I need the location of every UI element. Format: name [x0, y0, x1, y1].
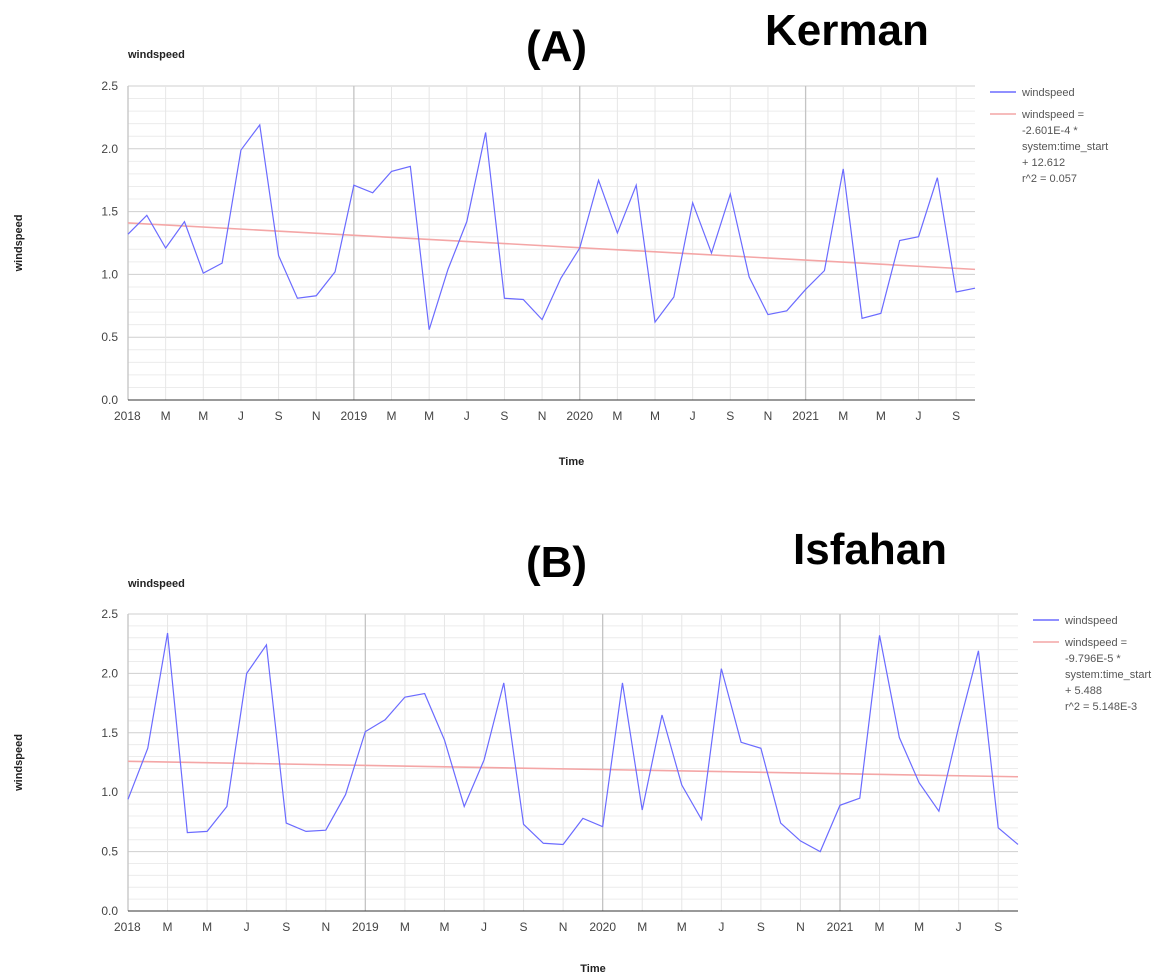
charta-x-tick-label: S — [275, 409, 283, 423]
charta-x-tick-label: N — [312, 409, 321, 423]
charta-title: windspeed — [127, 49, 185, 61]
charta-x-tick-label: S — [500, 409, 508, 423]
panel-b-city-title: Isfahan — [793, 525, 948, 574]
charta-y-tick-label: 0.5 — [101, 330, 118, 344]
charta-x-tick-label: M — [612, 409, 622, 423]
charta-x-axis-label: Time — [559, 456, 584, 468]
chartb-x-tick-label: N — [559, 920, 568, 934]
charta-x-tick-label: 2018 — [114, 409, 141, 423]
chartb-x-tick-label: N — [796, 920, 805, 934]
chartb-x-tick-label: J — [956, 920, 962, 934]
charta-trend-line — [127, 222, 976, 271]
chartb-y-tick-label: 1.0 — [101, 785, 118, 799]
charta-x-tick-label: M — [161, 409, 171, 423]
charta-legend-trend-label: r^2 = 0.057 — [1022, 173, 1077, 185]
charta-x-tick-label: J — [916, 409, 922, 423]
charta-legend-trend-label: windspeed = — [1021, 109, 1084, 121]
chartb-legend-series-label: windspeed — [1064, 615, 1118, 627]
chartb-x-tick-label: M — [677, 920, 687, 934]
chartb-x-tick-label: 2019 — [352, 920, 379, 934]
charta-legend-trend-label: system:time_start — [1022, 141, 1108, 153]
chartb-x-axis-label: Time — [580, 963, 605, 975]
panel-a-city-title: Kerman — [765, 6, 929, 55]
chartb-x-tick-label: S — [757, 920, 765, 934]
chartb-trend-line — [127, 760, 1019, 778]
charta-x-tick-label: J — [238, 409, 244, 423]
chartb-x-tick-label: M — [400, 920, 410, 934]
chartb-x-tick-label: 2021 — [827, 920, 854, 934]
chartb-legend-trend-label: r^2 = 5.148E-3 — [1065, 701, 1137, 713]
charta-legend-trend-label: -2.601E-4 * — [1022, 125, 1078, 137]
chartb-x-tick-label: S — [520, 920, 528, 934]
chartb-x-tick-label: N — [321, 920, 330, 934]
charta-x-tick-label: 2021 — [792, 409, 819, 423]
chartb-x-tick-label: M — [202, 920, 212, 934]
charta-x-tick-label: M — [424, 409, 434, 423]
charta-y-tick-label: 2.0 — [101, 142, 118, 156]
chartb-y-tick-label: 0.5 — [101, 845, 118, 859]
chartb-legend-trend-label: + 5.488 — [1065, 685, 1102, 697]
chartb-y-tick-label: 2.5 — [101, 607, 118, 621]
charta-x-tick-label: S — [726, 409, 734, 423]
chartb-x-tick-label: M — [875, 920, 885, 934]
chartb-x-tick-label: M — [914, 920, 924, 934]
panel-b-letter: (B) — [526, 538, 588, 587]
chartb-x-tick-label: 2018 — [114, 920, 141, 934]
chartb-legend-trend-label: windspeed = — [1064, 637, 1127, 649]
charta-x-tick-label: S — [952, 409, 960, 423]
panel-a-letter: (A) — [526, 22, 588, 71]
chartb-series-line — [127, 632, 1019, 853]
charta-x-tick-label: M — [387, 409, 397, 423]
chartb-x-tick-label: 2020 — [589, 920, 616, 934]
chartb-x-tick-label: J — [481, 920, 487, 934]
charta-x-tick-label: M — [876, 409, 886, 423]
chartb-legend-trend-label: system:time_start — [1065, 669, 1151, 681]
chartb-x-tick-label: M — [163, 920, 173, 934]
charta-x-tick-label: N — [538, 409, 547, 423]
charta-x-tick-label: N — [764, 409, 773, 423]
charta-y-axis-label: windspeed — [13, 215, 25, 273]
chartb-y-tick-label: 0.0 — [101, 904, 118, 918]
chartb-x-tick-label: J — [718, 920, 724, 934]
charta-x-tick-label: M — [650, 409, 660, 423]
charta-legend-trend-label: + 12.612 — [1022, 157, 1065, 169]
chartb-title: windspeed — [127, 578, 185, 590]
charta-x-tick-label: M — [198, 409, 208, 423]
charta-series-line — [127, 123, 976, 330]
chartb-x-tick-label: J — [244, 920, 250, 934]
charta-x-tick-label: J — [464, 409, 470, 423]
charta-legend-series-label: windspeed — [1021, 87, 1075, 99]
charta-y-tick-label: 1.0 — [101, 267, 118, 281]
chartb-x-tick-label: M — [439, 920, 449, 934]
charta-y-tick-label: 2.5 — [101, 79, 118, 93]
charta-x-tick-label: J — [690, 409, 696, 423]
chartb-y-axis-label: windspeed — [13, 734, 25, 792]
chartb-x-tick-label: S — [282, 920, 290, 934]
chartb-y-tick-label: 2.0 — [101, 666, 118, 680]
chartb-x-tick-label: M — [637, 920, 647, 934]
charta-x-tick-label: 2019 — [341, 409, 368, 423]
chartb-x-tick-label: S — [994, 920, 1002, 934]
charta-y-tick-label: 1.5 — [101, 205, 118, 219]
charta-y-tick-label: 0.0 — [101, 393, 118, 407]
chartb-y-tick-label: 1.5 — [101, 726, 118, 740]
chartb-legend-trend-label: -9.796E-5 * — [1065, 653, 1121, 665]
charta-x-tick-label: 2020 — [566, 409, 593, 423]
charta-x-tick-label: M — [838, 409, 848, 423]
